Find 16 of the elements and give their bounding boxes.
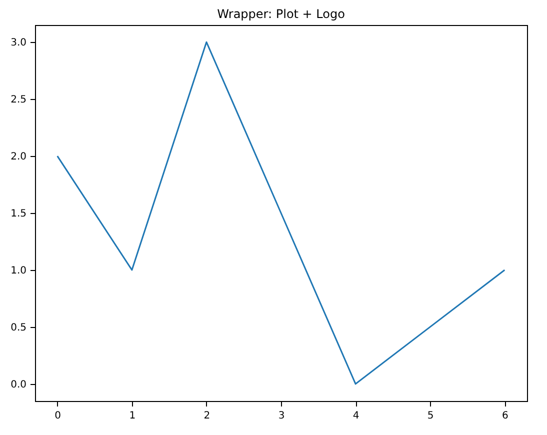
x-tick-label: 1 bbox=[129, 410, 136, 422]
y-tick-label: 0.0 bbox=[10, 379, 26, 390]
x-tick-label: 0 bbox=[54, 410, 62, 422]
y-tick-label: 0.5 bbox=[10, 322, 26, 334]
x-tick-label: 6 bbox=[502, 410, 508, 422]
line-series bbox=[56, 41, 506, 385]
chart-title: Wrapper: Plot + Logo bbox=[217, 7, 345, 21]
x-tick-label: 2 bbox=[204, 410, 210, 422]
x-tick-label: 5 bbox=[427, 410, 434, 422]
y-tick-label: 2.5 bbox=[10, 94, 26, 106]
y-tick-label: 1.5 bbox=[10, 208, 26, 220]
y-tick-label: 2.0 bbox=[10, 152, 26, 163]
y-tick-label: 3.0 bbox=[10, 38, 26, 49]
x-tick-label: 3 bbox=[278, 410, 285, 422]
y-tick-label: 1.0 bbox=[10, 265, 26, 276]
x-tick-label: 4 bbox=[352, 410, 360, 422]
